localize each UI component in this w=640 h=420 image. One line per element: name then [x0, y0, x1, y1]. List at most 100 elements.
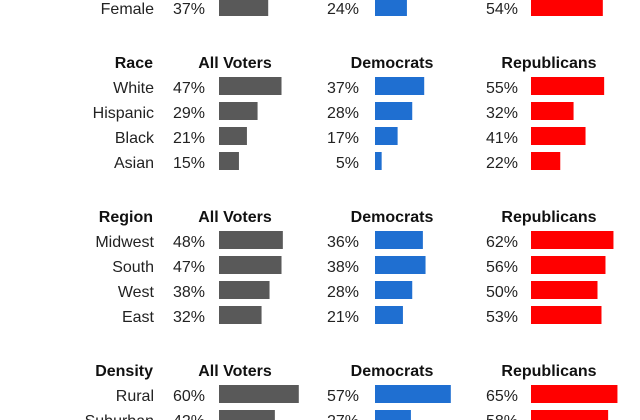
- bar-democrats-suburban: [375, 410, 411, 420]
- value-label-republicans-east: 53%: [486, 309, 518, 326]
- value-label-democrats-asian: 5%: [336, 155, 359, 172]
- bar-republicans-west: [531, 281, 598, 299]
- bar-republicans-east: [531, 306, 602, 324]
- bar-republicans-white: [531, 77, 605, 95]
- bar-republicans-hispanic: [531, 102, 574, 120]
- bar-republicans-asian: [531, 152, 561, 170]
- value-label-republicans-hispanic: 32%: [486, 105, 518, 122]
- value-label-democrats-suburban: 27%: [327, 413, 359, 420]
- column-header-republicans: Republicans: [501, 209, 596, 226]
- row-label-asian: Asian: [114, 155, 154, 172]
- value-label-republicans-suburban: 58%: [486, 413, 518, 420]
- value-label-democrats-west: 28%: [327, 284, 359, 301]
- row-female: Female 37% 24% 54%: [101, 0, 603, 18]
- row-west: West 38% 28% 50%: [118, 281, 598, 301]
- value-label-republicans-midwest: 62%: [486, 234, 518, 251]
- value-label-democrats-midwest: 36%: [327, 234, 359, 251]
- row-label-hispanic: Hispanic: [93, 105, 154, 122]
- value-label-all_voters-west: 38%: [173, 284, 205, 301]
- value-label-republicans-south: 56%: [486, 259, 518, 276]
- value-label-all_voters-east: 32%: [173, 309, 205, 326]
- group-race: Race All Voters Democrats Republicans White 4…: [93, 55, 605, 172]
- bar-republicans-female: [531, 0, 603, 16]
- bar-all_voters-female: [219, 0, 269, 16]
- value-label-all_voters-white: 47%: [173, 80, 205, 97]
- row-label-west: West: [118, 284, 155, 301]
- value-label-all_voters-rural: 60%: [173, 388, 205, 405]
- bar-republicans-midwest: [531, 231, 614, 249]
- value-label-democrats-hispanic: 28%: [327, 105, 359, 122]
- bar-democrats-west: [375, 281, 413, 299]
- group-top: Female 37% 24% 54%: [101, 0, 603, 18]
- bar-democrats-asian: [375, 152, 382, 170]
- value-label-democrats-south: 38%: [327, 259, 359, 276]
- value-label-democrats-east: 21%: [327, 309, 359, 326]
- row-black: Black 21% 17% 41%: [115, 127, 586, 147]
- value-label-republicans-white: 55%: [486, 80, 518, 97]
- value-label-democrats-white: 37%: [327, 80, 359, 97]
- group-header-density: Density: [95, 363, 153, 380]
- value-label-republicans-west: 50%: [486, 284, 518, 301]
- bar-all_voters-black: [219, 127, 247, 145]
- bar-democrats-white: [375, 77, 425, 95]
- bar-republicans-rural: [531, 385, 618, 403]
- value-label-all_voters-hispanic: 29%: [173, 105, 205, 122]
- bar-democrats-east: [375, 306, 403, 324]
- column-header-republicans: Republicans: [501, 363, 596, 380]
- row-label-female: Female: [101, 1, 154, 18]
- value-label-democrats-rural: 57%: [327, 388, 359, 405]
- bar-all_voters-east: [219, 306, 262, 324]
- group-density: Density All Voters Democrats Republicans Rur…: [85, 363, 618, 420]
- value-label-all_voters-female: 37%: [173, 1, 205, 18]
- value-label-republicans-female: 54%: [486, 1, 518, 18]
- bar-democrats-female: [375, 0, 407, 16]
- row-label-suburban: Suburban: [85, 413, 154, 420]
- value-label-all_voters-asian: 15%: [173, 155, 205, 172]
- value-label-democrats-black: 17%: [327, 130, 359, 147]
- row-asian: Asian 15% 5% 22%: [114, 152, 561, 172]
- row-midwest: Midwest 48% 36% 62%: [95, 231, 614, 251]
- value-label-republicans-rural: 65%: [486, 388, 518, 405]
- bar-all_voters-west: [219, 281, 270, 299]
- value-label-all_voters-south: 47%: [173, 259, 205, 276]
- row-rural: Rural 60% 57% 65%: [116, 385, 618, 405]
- value-label-all_voters-suburban: 42%: [173, 413, 205, 420]
- bar-democrats-south: [375, 256, 426, 274]
- column-header-all-voters: All Voters: [198, 55, 272, 72]
- bar-all_voters-hispanic: [219, 102, 258, 120]
- bar-republicans-south: [531, 256, 606, 274]
- column-header-republicans: Republicans: [501, 55, 596, 72]
- bar-all_voters-south: [219, 256, 282, 274]
- group-header-region: Region: [99, 209, 153, 226]
- bar-all_voters-asian: [219, 152, 239, 170]
- bar-all_voters-rural: [219, 385, 299, 403]
- value-label-all_voters-midwest: 48%: [173, 234, 205, 251]
- column-header-democrats: Democrats: [351, 209, 434, 226]
- column-header-democrats: Democrats: [351, 363, 434, 380]
- bar-all_voters-midwest: [219, 231, 283, 249]
- row-suburban: Suburban 42% 27% 58%: [85, 410, 609, 420]
- row-label-east: East: [122, 309, 155, 326]
- row-white: White 47% 37% 55%: [113, 77, 605, 97]
- row-south: South 47% 38% 56%: [112, 256, 606, 276]
- bar-democrats-hispanic: [375, 102, 413, 120]
- bar-all_voters-white: [219, 77, 282, 95]
- bar-all_voters-suburban: [219, 410, 275, 420]
- row-east: East 32% 21% 53%: [122, 306, 602, 326]
- value-label-all_voters-black: 21%: [173, 130, 205, 147]
- row-label-south: South: [112, 259, 154, 276]
- bar-republicans-black: [531, 127, 586, 145]
- bar-democrats-midwest: [375, 231, 423, 249]
- bar-democrats-black: [375, 127, 398, 145]
- column-header-democrats: Democrats: [351, 55, 434, 72]
- column-header-all-voters: All Voters: [198, 363, 272, 380]
- row-hispanic: Hispanic 29% 28% 32%: [93, 102, 574, 122]
- bar-republicans-suburban: [531, 410, 609, 420]
- row-label-white: White: [113, 80, 154, 97]
- group-region: Region All Voters Democrats Republicans Midw…: [95, 209, 614, 326]
- column-header-all-voters: All Voters: [198, 209, 272, 226]
- value-label-democrats-female: 24%: [327, 1, 359, 18]
- row-label-midwest: Midwest: [95, 234, 154, 251]
- value-label-republicans-black: 41%: [486, 130, 518, 147]
